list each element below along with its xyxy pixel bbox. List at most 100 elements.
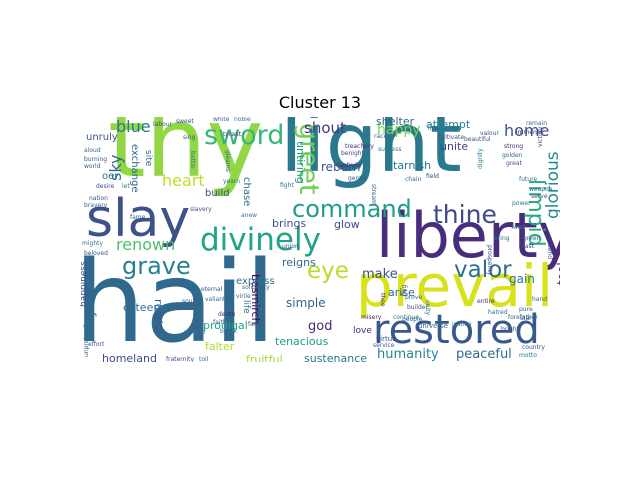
word-fruitful: fruitful [246,353,283,362]
word-command: command [292,195,412,223]
word-eternal: eternal [201,286,223,293]
word-builder: builder [407,304,428,311]
word-bend: bend [546,244,553,260]
word-star: star [520,315,532,322]
word-chase: chase [241,177,252,207]
word-death: death [218,311,236,318]
word-continue: continue [393,314,420,321]
word-humanity: humanity [377,347,439,362]
word-home: home [504,121,550,140]
word-cloud: hail thy light liberty prevail slay rest… [80,117,560,362]
word-hand: hand [532,296,548,303]
word-let: let [122,183,130,190]
word-union: union [282,243,299,250]
word-power: power [512,200,531,207]
word-renown: renown [116,235,176,254]
word-simple: simple [286,296,326,310]
word-gentle: gentle [348,175,368,182]
word-cultivate: cultivate [438,134,465,141]
word-effort: effort [88,341,105,348]
word-unpretending: unpretending [83,316,90,357]
word-desire: desire [96,183,115,190]
word-serve: serve [531,193,548,200]
word-hast: hast [521,243,534,250]
word-god: god [308,319,333,334]
word-build: build [205,188,230,199]
word-fame: fame [130,214,146,221]
chart-title: Cluster 13 [278,93,362,112]
word-field: field [426,173,439,180]
word-yearn: yearn [223,178,241,185]
word-happiness: happiness [80,261,89,307]
word-remain: remain [526,120,548,127]
word-slavery: slavery [190,206,212,213]
word-slay: slay [86,189,191,249]
word-great: great [506,160,522,167]
word-thy: thy [108,117,264,199]
word-make: make [362,267,398,282]
word-captivity: captivity [336,162,362,169]
word-world: world [84,163,101,170]
word-prevail: prevail [356,252,554,320]
word-restored: restored [373,307,540,353]
word-anew: anew [241,212,258,219]
word-tool: tool [555,262,560,285]
word-service: service [373,342,395,349]
word-live: live [428,125,439,132]
word-untiring: untiring [294,141,307,184]
word-gain: gain [509,272,535,286]
word-light: light [280,117,462,191]
word-white: white [213,117,230,123]
word-benight: benight [341,150,364,157]
word-express: express [236,276,275,287]
word-soul: soul [182,298,195,305]
word-glow: glow [334,218,360,231]
word-liberty: liberty [376,199,560,272]
word-gleams: gleams [224,150,231,172]
word-tenacious: tenacious [275,335,329,348]
word-solidarity: solidarity [242,284,270,291]
word-tarnish: tarnish [393,159,432,172]
word-virile: virile [236,293,251,300]
word-break: break [220,328,237,335]
word-misery: misery [361,314,382,321]
word-success: success [378,146,402,153]
word-sword: sword [204,120,285,151]
word-green: green [523,235,541,242]
word-attempt: attempt [426,118,471,131]
word-entire: entire [477,298,495,305]
word-country: country [522,344,545,351]
word-grave: grave [122,252,191,280]
word-tyrant: tyrant [223,131,242,138]
word-eye: eye [307,258,349,284]
word-sweet: sweet [176,118,194,125]
word-fight: fight [280,182,294,189]
word-shout: shout [304,119,346,137]
word-forefather: forefather [508,314,538,321]
word-life: life [241,300,251,314]
word-immense: immense [516,129,544,136]
word-pure: pure [519,306,533,313]
word-unite: unite [440,140,469,153]
word-land: land [512,224,525,231]
word-noble: noble [234,117,251,123]
word-justice: justice [452,321,472,328]
word-flag: flag [401,284,408,296]
word-peaceful: peaceful [456,347,512,362]
word-reigns: reigns [282,256,316,269]
word-shelter: shelter [376,117,415,128]
word-valor: valor [454,257,512,283]
word-universe: universe [418,322,449,330]
word-thine: thine [433,200,497,229]
word-prodigal: prodigal [203,319,248,332]
word-mighty: mighty [82,240,104,247]
word-homeland: homeland [102,352,157,362]
word-people: people [402,316,423,323]
word-bravery: bravery [84,202,108,209]
word-falter: falter [205,340,235,353]
word-toil: toil [199,356,209,363]
word-unity: unity [424,300,431,316]
word-strong: strong [504,143,524,150]
word-beautiful: beautiful [464,136,491,143]
word-stream: stream [370,184,377,206]
